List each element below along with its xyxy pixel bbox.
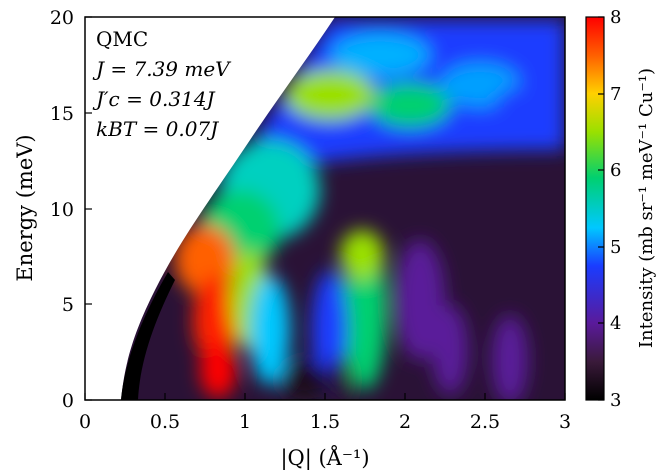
x-tick-label: 2 (399, 411, 411, 433)
x-tick-label: 1.5 (310, 411, 340, 433)
annotation-block: QMC J = 7.39 meV J′c = 0.314J kBT = 0.07… (92, 27, 232, 141)
colorbar: 3 4 5 6 7 8 Intensity (mb sr⁻¹ meV⁻¹ Cu⁻… (585, 7, 657, 411)
colorbar-tick-label: 4 (610, 313, 621, 334)
heatmap-intensity-blobs (175, 20, 565, 400)
colorbar-tick-label: 3 (610, 390, 621, 411)
annotation-exchange: J = 7.39 meV (92, 57, 232, 81)
x-tick-label: 3 (559, 411, 571, 433)
y-ticks (85, 16, 92, 401)
annotation-method: QMC (96, 27, 148, 51)
colorbar-tick-label: 8 (610, 7, 621, 28)
x-axis-title: |Q| (Å⁻¹) (280, 445, 369, 471)
x-tick-label: 0 (79, 411, 91, 433)
colorbar-tick-label: 6 (610, 160, 621, 181)
annotation-coupling: J′c = 0.314J (92, 87, 215, 111)
x-tick-label: 1 (239, 411, 251, 433)
colorbar-title: Intensity (mb sr⁻¹ meV⁻¹ Cu⁻¹) (636, 68, 657, 348)
colorbar-gradient (585, 16, 605, 401)
x-tick-label: 0.5 (150, 411, 180, 433)
colorbar-tick-labels: 3 4 5 6 7 8 (610, 7, 621, 411)
colorbar-ticks (598, 16, 604, 401)
y-tick-label: 15 (50, 103, 74, 125)
annotation-temperature: kBT = 0.07J (96, 117, 219, 141)
colorbar-tick-label: 5 (610, 237, 621, 258)
y-axis-title: Energy (meV) (13, 134, 37, 281)
x-ticks (84, 393, 566, 400)
heatmap (85, 17, 565, 400)
y-tick-label: 0 (62, 390, 74, 412)
kinematic-limit (85, 17, 335, 400)
y-tick-label: 10 (50, 199, 74, 221)
colorbar-tick-label: 7 (610, 84, 621, 105)
y-tick-labels: 0 5 10 15 20 (50, 7, 74, 412)
y-tick-label: 5 (62, 294, 74, 316)
kinematic-limit-inner (121, 272, 175, 400)
x-tick-label: 2.5 (470, 411, 500, 433)
y-tick-label: 20 (50, 7, 74, 29)
x-tick-labels: 0 0.5 1 1.5 2 2.5 3 (79, 411, 571, 433)
